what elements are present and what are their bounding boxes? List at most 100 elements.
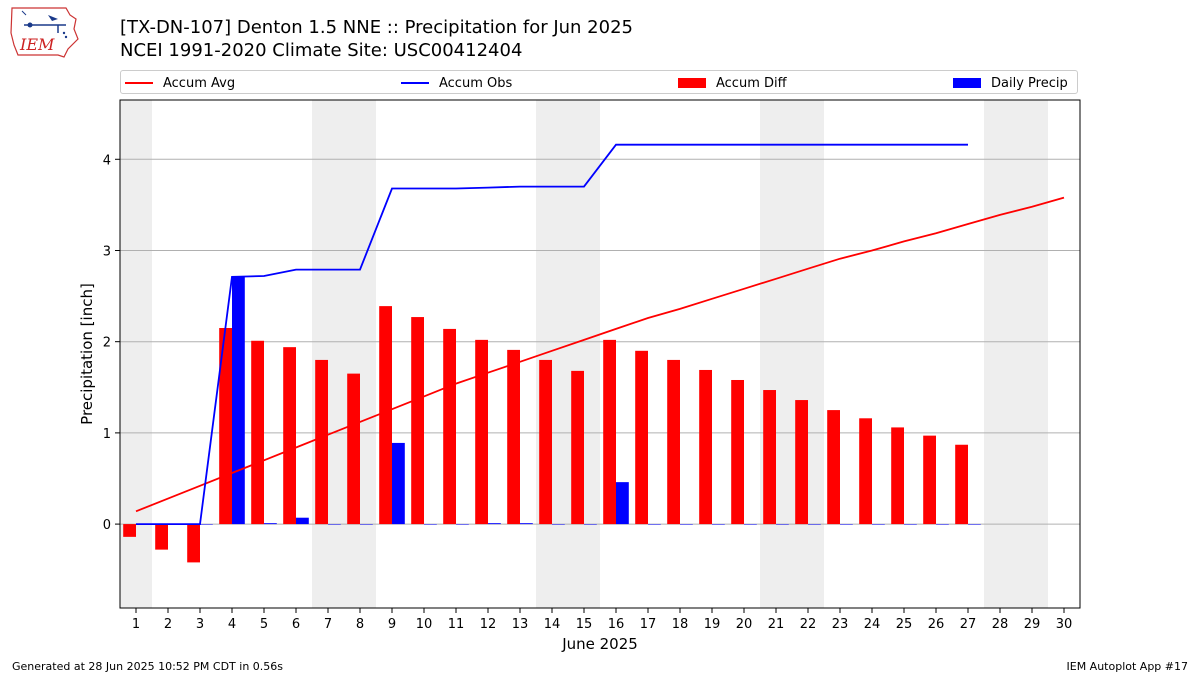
bar-daily-precip-day-27 [968, 524, 981, 525]
bar-accum-diff-day-7 [315, 359, 328, 525]
legend-item-daily-precip: Daily Precip [953, 73, 1068, 93]
bar-accum-diff-day-13 [507, 349, 520, 525]
bar-accum-diff-day-11 [443, 328, 456, 525]
bar-accum-diff-day-10 [411, 317, 424, 525]
weekend-shade-28 [984, 100, 1016, 608]
weekend-shade-15 [568, 100, 600, 608]
x-tick-label-15: 15 [576, 617, 593, 632]
x-tick-label-1: 1 [132, 617, 140, 632]
legend-swatch-accum-diff [678, 78, 706, 88]
bar-daily-precip-day-21 [776, 524, 789, 525]
line-accum-obs [136, 143, 968, 525]
bar-accum-diff-day-9 [379, 306, 392, 525]
x-tick-label-17: 17 [640, 617, 657, 632]
bar-accum-diff-day-22 [795, 400, 808, 525]
x-tick-label-18: 18 [672, 617, 689, 632]
legend-swatch-accum-avg [125, 82, 153, 84]
bar-accum-diff-day-1 [123, 524, 136, 537]
y-tick-label-3: 3 [103, 244, 111, 259]
legend-item-accum-avg: Accum Avg [125, 73, 235, 93]
bar-daily-precip-day-23 [840, 524, 853, 525]
bar-accum-diff-day-25 [891, 427, 904, 525]
bar-daily-precip-day-15 [584, 524, 597, 525]
bar-daily-precip-day-8 [360, 524, 373, 525]
x-tick-label-4: 4 [228, 617, 236, 632]
bar-daily-precip-day-3 [200, 524, 213, 525]
legend-swatch-accum-obs [401, 82, 429, 84]
y-tick-label-2: 2 [103, 336, 111, 351]
legend: Accum Avg Accum Obs Accum Diff Daily Pre… [120, 70, 1078, 94]
weekend-shade-22 [792, 100, 824, 608]
legend-label-accum-diff: Accum Diff [716, 75, 787, 91]
x-tick-label-19: 19 [704, 617, 721, 632]
legend-item-accum-diff: Accum Diff [678, 73, 787, 93]
chart-subtitle: NCEI 1991-2020 Climate Site: USC00412404 [120, 40, 523, 61]
bar-daily-precip-day-11 [456, 524, 469, 525]
svg-text:IEM: IEM [19, 35, 55, 54]
y-tick-label-0: 0 [103, 518, 111, 533]
bar-accum-diff-day-20 [731, 379, 744, 525]
x-tick-label-13: 13 [512, 617, 529, 632]
bar-daily-precip-day-14 [552, 524, 565, 525]
bar-accum-diff-day-16 [603, 339, 616, 525]
weekend-shade-7 [312, 100, 344, 608]
bar-daily-precip-day-4 [232, 276, 245, 525]
y-axis-label: Precipitation [inch] [78, 283, 96, 425]
bar-accum-diff-day-14 [539, 359, 552, 525]
bar-accum-diff-day-5 [251, 340, 264, 525]
x-tick-label-5: 5 [260, 617, 268, 632]
bar-daily-precip-day-10 [424, 524, 437, 525]
bar-daily-precip-day-16 [616, 482, 629, 525]
x-tick-label-21: 21 [768, 617, 785, 632]
legend-label-daily-precip: Daily Precip [991, 75, 1068, 91]
x-tick-label-6: 6 [292, 617, 300, 632]
x-tick-label-16: 16 [608, 617, 625, 632]
legend-label-accum-avg: Accum Avg [163, 75, 236, 91]
x-tick-label-12: 12 [480, 617, 497, 632]
bar-daily-precip-day-25 [904, 524, 917, 525]
bar-accum-diff-day-15 [571, 370, 584, 525]
x-tick-label-10: 10 [416, 617, 433, 632]
y-tick-label-1: 1 [103, 427, 111, 442]
weekend-shade-21 [760, 100, 792, 608]
x-tick-label-28: 28 [992, 617, 1009, 632]
footer-app-label: IEM Autoplot App #17 [1066, 660, 1189, 673]
bar-daily-precip-day-5 [264, 523, 277, 525]
bar-daily-precip-day-6 [296, 517, 309, 525]
bar-accum-diff-day-17 [635, 350, 648, 525]
x-tick-label-25: 25 [896, 617, 913, 632]
bar-accum-diff-day-18 [667, 359, 680, 525]
x-tick-label-23: 23 [832, 617, 849, 632]
bar-accum-diff-day-19 [699, 369, 712, 525]
bar-daily-precip-day-22 [808, 524, 821, 525]
bar-daily-precip-day-18 [680, 524, 693, 525]
x-tick-label-11: 11 [448, 617, 465, 632]
iem-logo: IEM [10, 7, 79, 58]
x-tick-label-27: 27 [960, 617, 977, 632]
x-tick-label-30: 30 [1056, 617, 1073, 632]
bar-accum-diff-day-23 [827, 410, 840, 525]
x-tick-label-29: 29 [1024, 617, 1041, 632]
chart-title: [TX-DN-107] Denton 1.5 NNE :: Precipitat… [120, 17, 633, 38]
x-tick-label-22: 22 [800, 617, 817, 632]
weekend-shade-8 [344, 100, 376, 608]
x-tick-label-24: 24 [864, 617, 881, 632]
plot-frame [119, 99, 1081, 609]
x-tick-label-2: 2 [164, 617, 172, 632]
bar-daily-precip-day-7 [328, 524, 341, 525]
legend-label-accum-obs: Accum Obs [439, 75, 513, 91]
bar-daily-precip-day-20 [744, 524, 757, 525]
x-axis-label: June 2025 [561, 635, 638, 653]
bar-daily-precip-day-24 [872, 524, 885, 525]
bar-daily-precip-day-17 [648, 524, 661, 525]
legend-item-accum-obs: Accum Obs [401, 73, 512, 93]
x-tick-label-8: 8 [356, 617, 364, 632]
x-tick-label-9: 9 [388, 617, 396, 632]
bar-daily-precip-day-19 [712, 524, 725, 525]
weekend-shade-29 [1016, 100, 1048, 608]
bar-accum-diff-day-21 [763, 390, 776, 525]
bar-daily-precip-day-12 [488, 523, 501, 525]
bar-accum-diff-day-3 [187, 524, 200, 563]
line-accum-avg [135, 196, 1065, 513]
bar-accum-diff-day-24 [859, 418, 872, 525]
